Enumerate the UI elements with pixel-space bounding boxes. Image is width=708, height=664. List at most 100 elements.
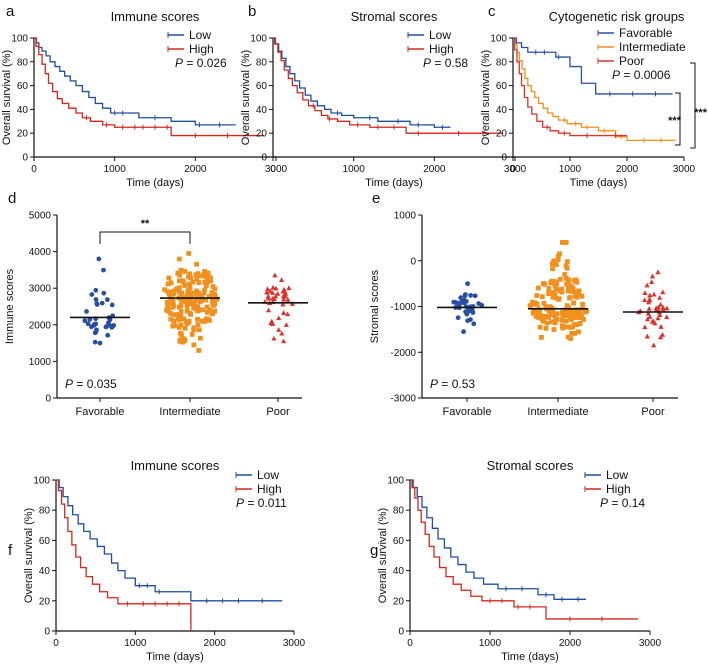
data-point (649, 273, 656, 279)
data-point (557, 287, 562, 293)
data-point (265, 286, 271, 292)
data-point (197, 273, 203, 279)
data-point (567, 295, 573, 300)
data-point (548, 310, 554, 316)
data-point (176, 256, 182, 262)
data-point (560, 310, 566, 316)
data-point (658, 324, 664, 329)
data-point (553, 280, 559, 285)
data-point (642, 324, 648, 330)
data-point (552, 283, 558, 289)
data-point (463, 309, 469, 315)
data-point (546, 291, 552, 297)
data-point (202, 280, 208, 285)
data-point (655, 315, 661, 321)
panel-letter-e: e (372, 190, 380, 207)
x-axis-label-c: Time (days) (570, 177, 628, 189)
data-point (550, 295, 556, 300)
data-point (479, 302, 485, 308)
data-point (178, 308, 184, 314)
data-point (181, 298, 187, 304)
data-point (546, 314, 551, 320)
data-point (200, 307, 205, 313)
data-point (179, 332, 184, 338)
data-point (187, 301, 193, 307)
legend-label-favorable: Favorable (619, 26, 673, 40)
data-point (105, 332, 111, 338)
data-point (105, 297, 110, 303)
data-point (573, 315, 578, 320)
data-point (166, 308, 171, 314)
data-point (657, 295, 663, 300)
data-point (529, 302, 535, 307)
data-point (203, 283, 209, 289)
data-point (207, 317, 212, 323)
data-point (553, 316, 559, 322)
data-point (99, 300, 105, 306)
legend-label-high: High (189, 42, 214, 56)
data-point (194, 276, 200, 282)
data-point (111, 322, 117, 328)
category-label-poor: Poor (641, 406, 665, 418)
data-point (471, 321, 477, 327)
data-point (551, 258, 557, 264)
data-point (193, 297, 199, 303)
data-point (276, 315, 282, 321)
data-point (540, 314, 546, 320)
x-axis-label-a: Time (days) (126, 177, 184, 189)
data-point (182, 283, 188, 288)
data-point (285, 297, 291, 302)
data-point (664, 314, 670, 320)
data-point (570, 286, 576, 291)
data-point (172, 312, 178, 318)
y-axis-label-c: Overall survival (%) (480, 50, 492, 145)
data-point (182, 269, 188, 274)
data-point (641, 297, 648, 303)
data-point (652, 320, 658, 326)
data-point (94, 301, 100, 306)
data-point (188, 311, 194, 317)
data-point (190, 300, 196, 305)
data-point (645, 299, 652, 305)
data-point (168, 316, 174, 322)
data-point (655, 269, 661, 275)
data-point (580, 302, 585, 307)
data-point (92, 339, 98, 345)
data-point (196, 327, 202, 333)
data-point (286, 285, 292, 291)
y-tick-label-a: 0 (22, 153, 28, 164)
y-tick-label-a: 60 (17, 81, 29, 92)
y-tick-label-c: 100 (490, 34, 507, 45)
data-point (563, 240, 569, 245)
data-point (196, 280, 202, 286)
significance-bracket (690, 62, 696, 149)
data-point (553, 286, 559, 292)
y-tick-label-g: 100 (387, 476, 404, 487)
data-point (572, 330, 578, 336)
y-tick-label-d: 3000 (29, 284, 52, 295)
data-point (271, 335, 277, 341)
data-point (579, 293, 585, 299)
category-label-poor: Poor (266, 406, 290, 418)
data-point (278, 277, 285, 283)
data-point (189, 332, 195, 337)
data-point (462, 292, 468, 297)
x-tick-label-f: 3000 (283, 638, 306, 649)
data-point (553, 262, 559, 268)
data-point (573, 290, 579, 296)
data-point (171, 303, 177, 308)
data-point (214, 296, 220, 302)
legend-label-low: Low (606, 468, 628, 482)
data-point (165, 301, 171, 307)
legend-label-intermediate: Intermediate (619, 40, 686, 54)
data-point (194, 292, 200, 298)
data-point (187, 285, 193, 291)
x-tick-label-g: 0 (407, 638, 413, 649)
p-value-a: P = 0.026 (175, 56, 227, 70)
data-point (94, 327, 99, 333)
y-tick-label-d: 2000 (29, 320, 52, 331)
data-point (646, 296, 653, 302)
data-point (269, 290, 276, 295)
data-point (565, 283, 571, 289)
data-point (562, 272, 568, 277)
